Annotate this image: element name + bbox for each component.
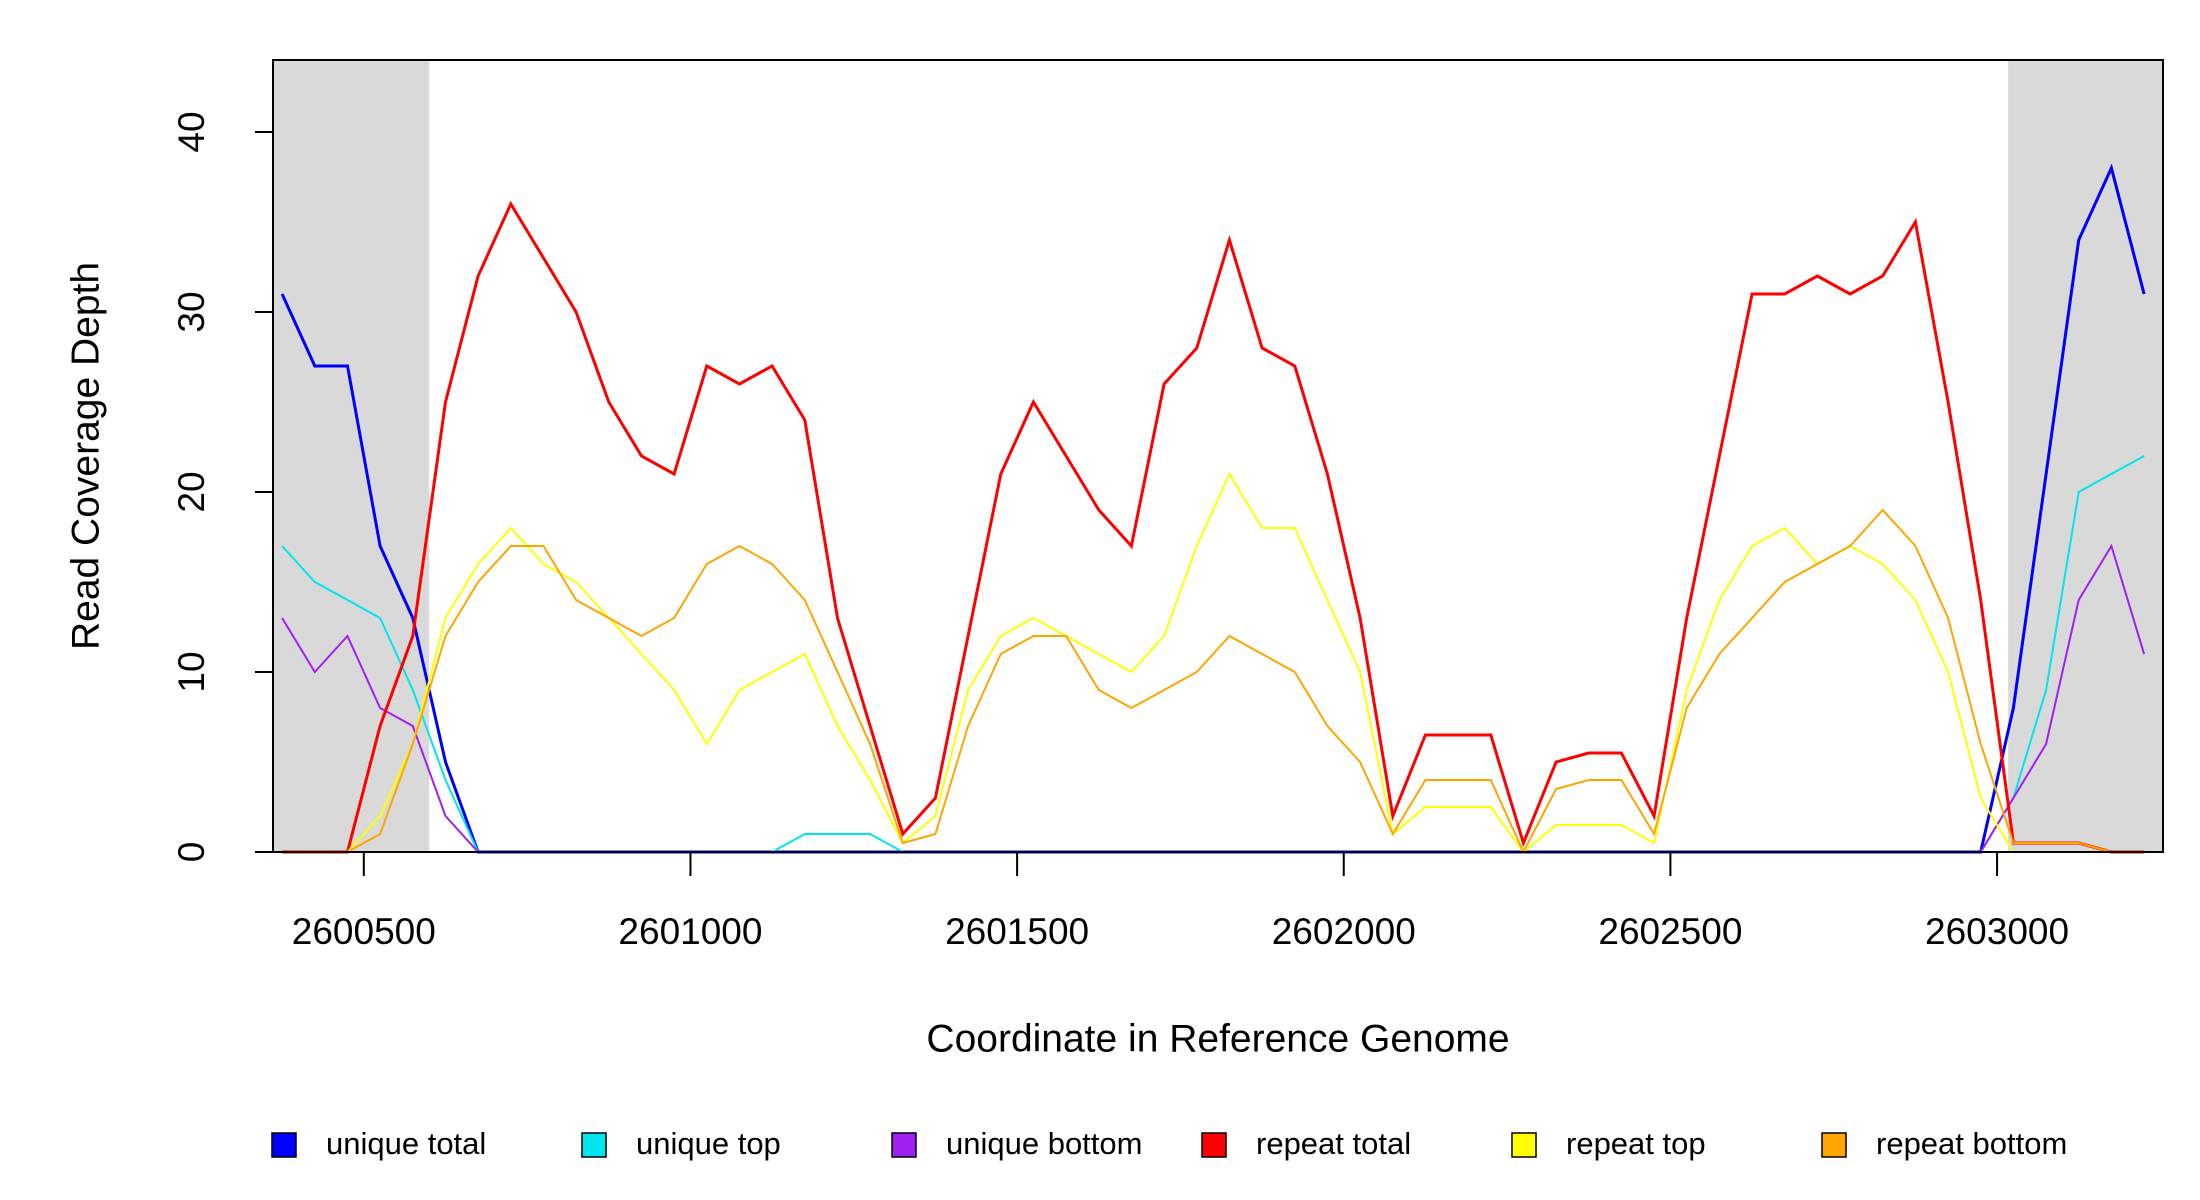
x-tick-label: 2602000 [1272, 911, 1416, 952]
x-tick-label: 2603000 [1925, 911, 2069, 952]
legend-swatch [1821, 1132, 1847, 1158]
legend-swatch [891, 1132, 917, 1158]
y-tick-label: 10 [171, 651, 212, 692]
legend-swatch [581, 1132, 607, 1158]
legend-label: repeat total [1256, 1126, 1411, 1161]
plot-frame [272, 59, 2164, 853]
legend-label: unique bottom [946, 1126, 1142, 1161]
legend-label: unique top [636, 1126, 781, 1161]
legend-label: repeat top [1566, 1126, 1706, 1161]
x-tick-label: 2601500 [945, 911, 1089, 952]
series-line [282, 200, 2145, 854]
legend-swatch [271, 1132, 297, 1158]
x-tick-label: 2600500 [292, 911, 436, 952]
shaded-region [273, 60, 430, 852]
y-tick-label: 30 [171, 291, 212, 332]
legend-label: unique total [326, 1126, 486, 1161]
x-tick-label: 2602500 [1598, 911, 1742, 952]
shaded-region [2008, 60, 2163, 852]
y-tick-label: 40 [171, 111, 212, 152]
x-axis-title: Coordinate in Reference Genome [926, 1017, 1509, 1060]
x-tick-label: 2601000 [618, 911, 762, 952]
legend-swatch [1201, 1132, 1227, 1158]
y-tick-label: 20 [171, 471, 212, 512]
y-axis-title: Read Coverage Depth [64, 262, 107, 650]
series-line [282, 508, 2145, 855]
y-tick-label: 0 [171, 842, 212, 863]
legend-swatch [1511, 1132, 1537, 1158]
series-line [281, 543, 2146, 853]
legend-label: repeat bottom [1876, 1126, 2067, 1161]
